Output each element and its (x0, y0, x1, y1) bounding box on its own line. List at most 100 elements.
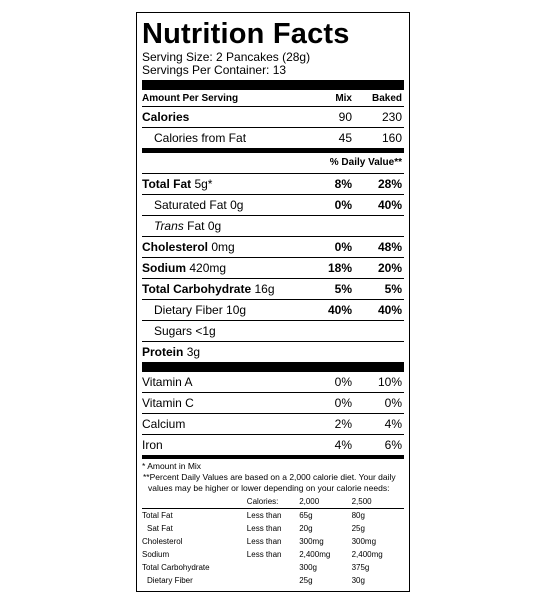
thick-divider (142, 80, 404, 90)
total-carbohydrate-amount: 16g (254, 282, 275, 296)
calories-mix: 90 (338, 110, 352, 124)
total-carbohydrate-baked: 5% (384, 282, 402, 296)
calories-baked: 230 (381, 110, 402, 124)
reference-row-2500: 300mg (351, 537, 377, 546)
cholesterol-baked: 48% (377, 240, 402, 254)
reference-row-qualifier: Less than (246, 511, 282, 520)
amount-header-row: Amount Per Serving Mix Baked (142, 92, 404, 106)
sodium-label: Sodium (142, 261, 186, 275)
table-row: Total Carbohydrate 300g 375g (142, 561, 404, 574)
sugars-amount: <1g (195, 324, 216, 338)
amount-per-serving: Amount Per Serving (142, 93, 239, 104)
sodium-row: Sodium 420mg 18% 20% (142, 257, 404, 278)
cholesterol-label: Cholesterol (142, 240, 209, 254)
reference-row-2500: 25g (351, 524, 365, 533)
nutrition-facts-label: Nutrition Facts Serving Size: 2 Pancakes… (136, 12, 410, 592)
vitamin-a-row: Vitamin A 0% 10% (142, 372, 404, 392)
calories-from-fat-label: Calories from Fat (154, 131, 247, 145)
iron-baked: 6% (384, 438, 402, 452)
dietary-fiber-row: Dietary Fiber 10g 40% 40% (142, 299, 404, 320)
protein-row: Protein 3g (142, 341, 404, 362)
total-fat-label: Total Fat (142, 177, 192, 191)
trans-fat-amount: 0g (207, 219, 222, 233)
cholesterol-row: Cholesterol 0mg 0% 48% (142, 236, 404, 257)
protein-label: Protein (142, 345, 184, 359)
total-carbohydrate-mix: 5% (334, 282, 352, 296)
reference-col-2000: 2,000 (299, 495, 352, 509)
serving-size: Serving Size: 2 Pancakes (28g) (142, 50, 311, 64)
thick-divider (142, 362, 404, 372)
label-title: Nutrition Facts (142, 18, 350, 50)
amount-in-mix-note: * Amount in Mix (142, 461, 202, 471)
reference-row-name: Sodium (142, 550, 170, 559)
vitamin-a-baked: 10% (377, 375, 402, 389)
footnotes: * Amount in Mix **Percent Daily Values a… (142, 459, 404, 494)
reference-row-2500: 2,400mg (351, 550, 383, 559)
reference-row-2000: 25g (299, 576, 313, 585)
reference-row-qualifier (247, 561, 299, 574)
protein-amount: 3g (186, 345, 201, 359)
reference-row-name: Cholesterol (142, 537, 183, 546)
calories-from-fat-baked: 160 (381, 131, 402, 145)
reference-row-name: Dietary Fiber (147, 576, 193, 585)
reference-header-row: Calories: 2,000 2,500 (142, 495, 404, 509)
daily-value-reference-table: Calories: 2,000 2,500 Total Fat Less tha… (142, 495, 404, 587)
dietary-fiber-label: Dietary Fiber (154, 303, 223, 317)
saturated-fat-mix: 0% (334, 198, 352, 212)
calcium-row: Calcium 2% 4% (142, 413, 404, 434)
reference-row-2000: 300mg (299, 537, 324, 546)
reference-row-name: Total Fat (142, 511, 173, 520)
vitamin-c-mix: 0% (334, 396, 352, 410)
vitamin-a-label: Vitamin A (142, 375, 193, 389)
calories-label: Calories (142, 110, 190, 124)
reference-row-qualifier (247, 574, 299, 587)
dietary-fiber-mix: 40% (327, 303, 352, 317)
cholesterol-amount: 0mg (211, 240, 235, 254)
saturated-fat-label: Saturated Fat (154, 198, 227, 212)
daily-values-note: **Percent Daily Values are based on a 2,… (143, 472, 396, 493)
reference-row-2500: 375g (351, 563, 370, 572)
total-fat-baked: 28% (377, 177, 402, 191)
calcium-label: Calcium (142, 417, 186, 431)
reference-col-2500: 2,500 (351, 495, 404, 509)
total-fat-mix: 8% (334, 177, 352, 191)
vitamin-a-mix: 0% (334, 375, 352, 389)
reference-row-2000: 20g (299, 524, 313, 533)
table-row: Sodium Less than 2,400mg 2,400mg (142, 548, 404, 561)
saturated-fat-amount: 0g (230, 198, 244, 212)
calcium-baked: 4% (384, 417, 402, 431)
calcium-mix: 2% (334, 417, 352, 431)
reference-row-qualifier: Less than (246, 550, 282, 559)
medium-divider (142, 148, 404, 153)
reference-calories-label: Calories: (246, 495, 300, 509)
reference-row-2500: 30g (351, 576, 365, 585)
servings-per-container: Servings Per Container: 13 (142, 63, 287, 77)
reference-row-name: Sat Fat (147, 524, 173, 533)
trans-fat-label-suffix: Fat (187, 219, 205, 233)
dietary-fiber-baked: 40% (377, 303, 402, 317)
vitamin-c-label: Vitamin C (142, 396, 194, 410)
total-carbohydrate-label: Total Carbohydrate (142, 282, 252, 296)
reference-row-2000: 2,400mg (299, 550, 331, 559)
trans-fat-label: Trans (154, 219, 184, 233)
calories-row: Calories 90 230 (142, 106, 404, 127)
sodium-baked: 20% (377, 261, 402, 275)
vitamin-c-baked: 0% (384, 396, 402, 410)
trans-fat-row: Trans Fat 0g (142, 215, 404, 236)
table-row: Dietary Fiber 25g 30g (142, 574, 404, 587)
reference-row-2000: 300g (299, 563, 317, 572)
baked-column-header: Baked (371, 93, 402, 104)
calories-from-fat-mix: 45 (338, 131, 352, 145)
iron-label: Iron (142, 438, 163, 452)
iron-mix: 4% (334, 438, 352, 452)
saturated-fat-baked: 40% (377, 198, 402, 212)
reference-row-qualifier: Less than (246, 524, 282, 533)
reference-row-2000: 65g (299, 511, 313, 520)
dietary-fiber-amount: 10g (226, 303, 247, 317)
table-row: Sat Fat Less than 20g 25g (142, 522, 404, 535)
sugars-label: Sugars (154, 324, 193, 338)
vitamin-c-row: Vitamin C 0% 0% (142, 392, 404, 413)
reference-row-2500: 80g (351, 511, 365, 520)
total-carbohydrate-row: Total Carbohydrate 16g 5% 5% (142, 278, 404, 299)
reference-row-qualifier: Less than (246, 537, 282, 546)
